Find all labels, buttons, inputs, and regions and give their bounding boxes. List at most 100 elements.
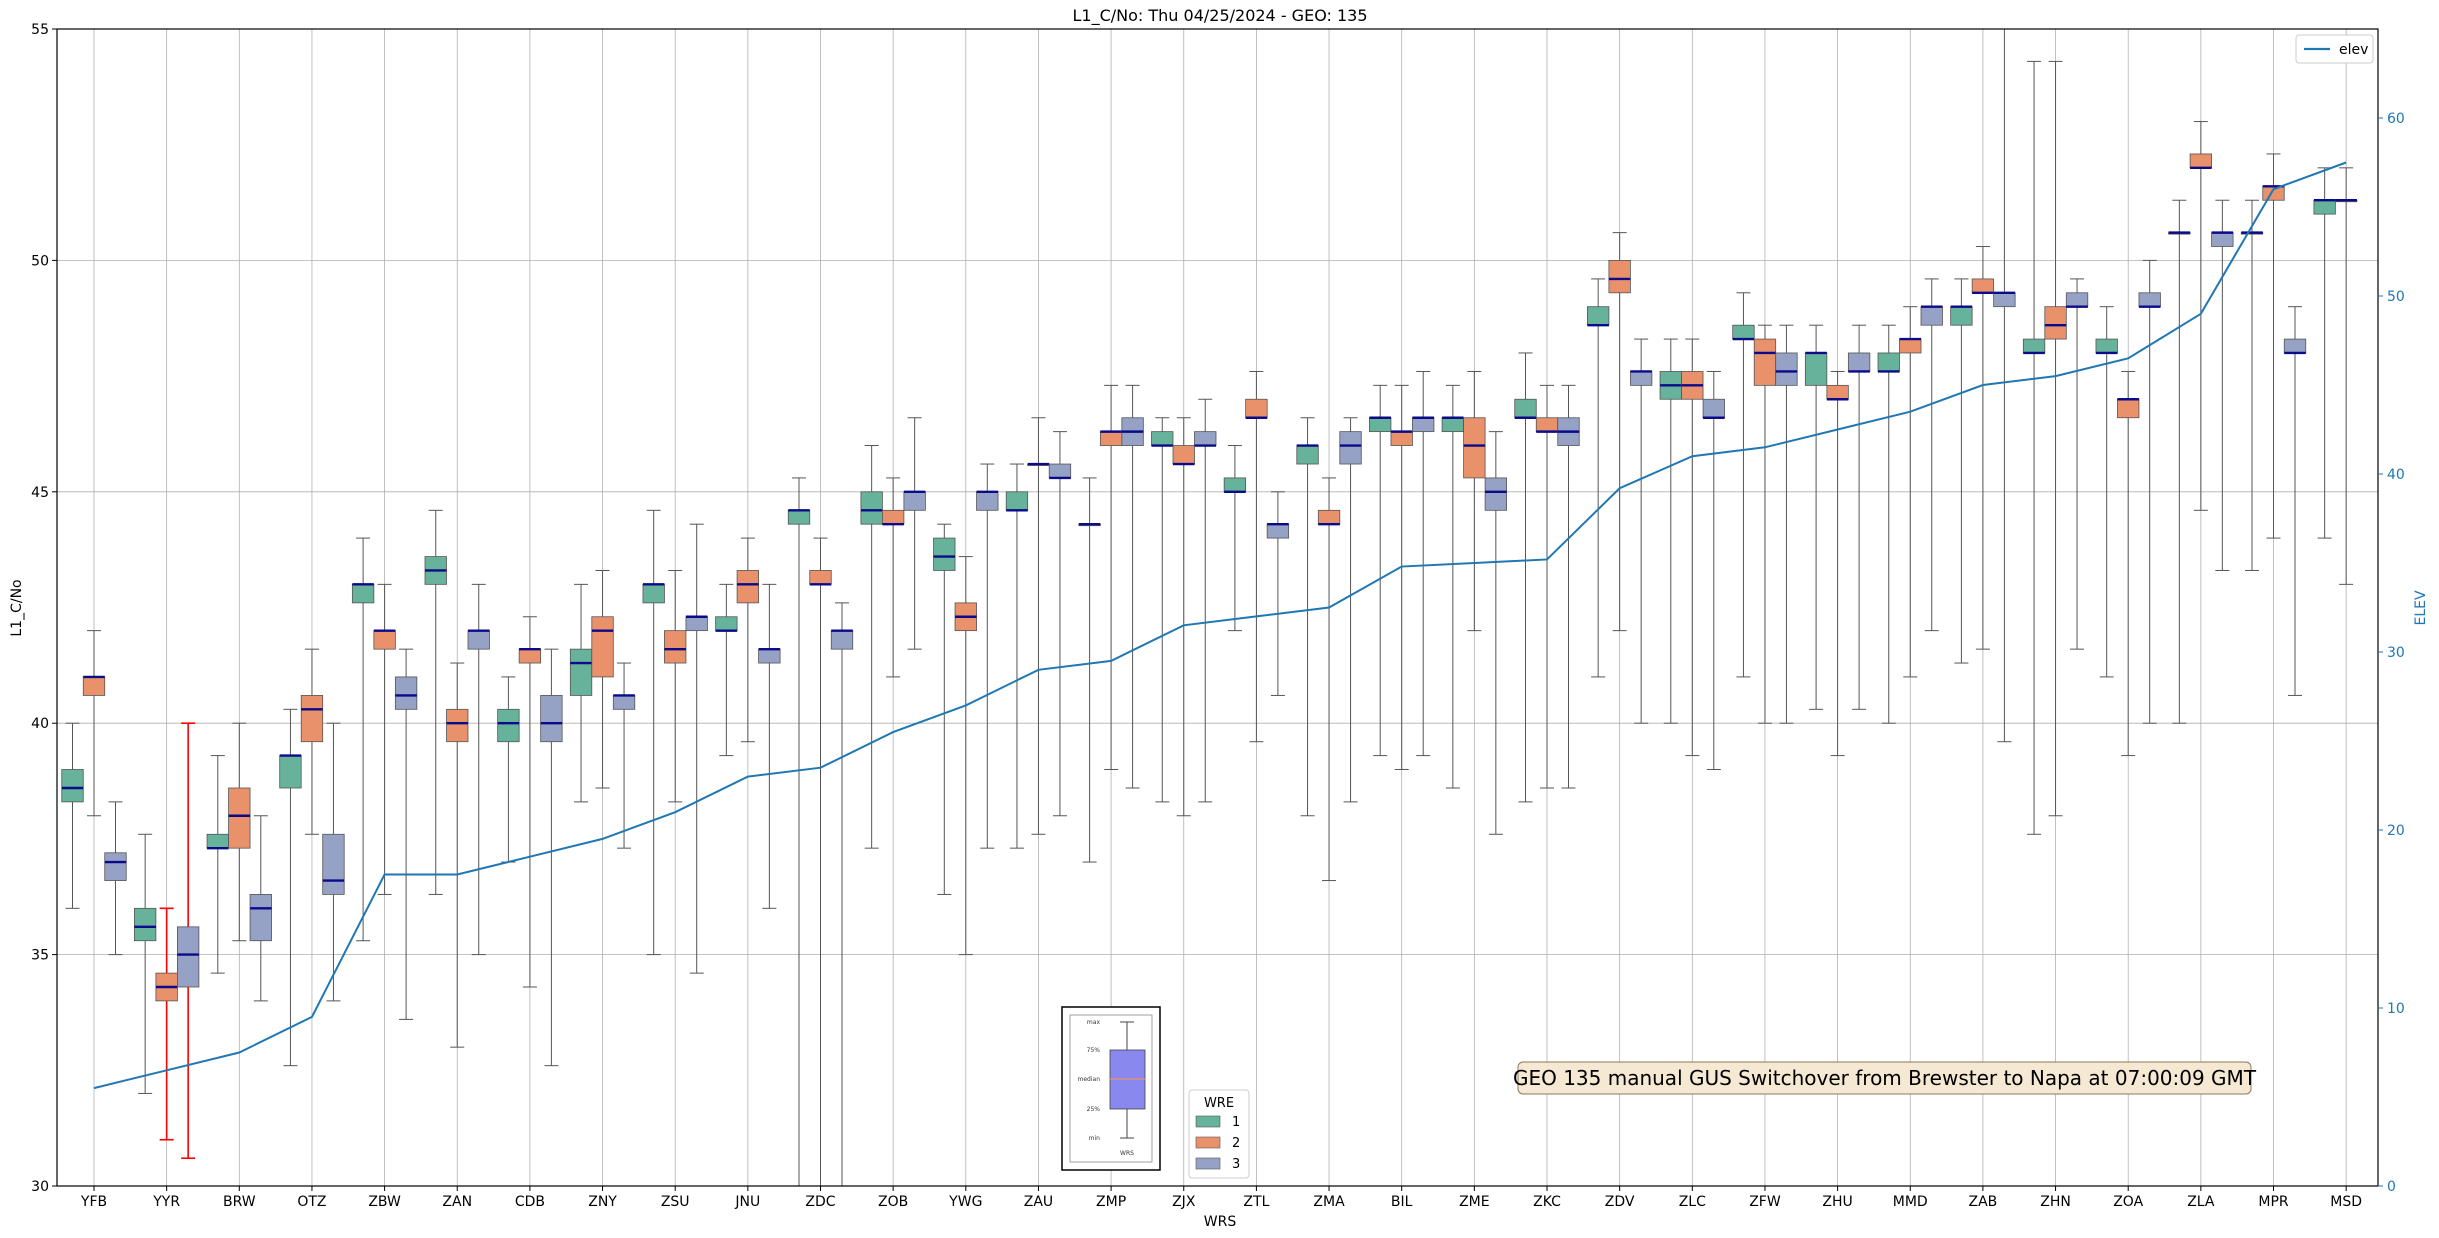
box-cat-9-wre-2 [736, 537, 759, 743]
box-iqr [830, 630, 854, 650]
box-cat-19-wre-2 [1463, 370, 1486, 632]
y-axis-right: 0 10 20 30 40 50 60 [2378, 111, 2405, 1195]
x-tick-label: ZAN [442, 1194, 472, 1210]
y-right-tick-label: 10 [2387, 1001, 2405, 1017]
wre-legend-swatch-2 [1195, 1136, 1221, 1149]
box-cat-23-wre-2 [1753, 324, 1777, 724]
box-iqr [715, 616, 738, 632]
box-cat-22-wre-1 [1659, 338, 1682, 724]
box-iqr [1151, 431, 1174, 446]
box-iqr [249, 894, 272, 942]
box-cat-21-wre-1 [1587, 278, 1610, 678]
box-iqr [809, 570, 832, 585]
box-iqr [2065, 292, 2089, 308]
wre-legend-swatch-3 [1195, 1157, 1221, 1170]
wre-legend-label-3: 3 [1232, 1157, 1240, 1172]
box-iqr [1847, 352, 1871, 372]
box-iqr [1245, 398, 1268, 419]
box-cat-21-wre-3 [1630, 338, 1653, 724]
plot-frame [56, 28, 2379, 1187]
box-iqr [2095, 338, 2118, 354]
box-cat-7-wre-1 [569, 583, 593, 803]
elev-line [93, 161, 2347, 1090]
box-cat-4-wre-3 [394, 648, 418, 1020]
box-cat-17-wre-3 [1339, 417, 1362, 803]
box-iqr [61, 769, 84, 803]
x-tick-label: BIL [1391, 1194, 1413, 1210]
box-cat-14-wre-3 [1121, 384, 1144, 789]
box-cat-2-wre-1 [206, 755, 229, 974]
box-cat-23-wre-3 [1775, 324, 1798, 724]
box-cat-13-wre-1 [1005, 463, 1029, 849]
box-cat-25-wre-1 [1877, 324, 1900, 724]
box-iqr [2283, 338, 2307, 354]
box-cat-29-wre-2 [2189, 121, 2213, 511]
wre-legend-label-2: 2 [1232, 1136, 1240, 1151]
box-cat-11-wre-1 [860, 445, 883, 849]
box-cat-16-wre-1 [1223, 445, 1247, 632]
y-right-tick-label: 20 [2387, 823, 2405, 839]
box-cat-11-wre-3 [903, 417, 926, 650]
box-cat-29-wre-3 [2211, 199, 2234, 571]
box-cat-5-wre-3 [467, 583, 490, 956]
box-iqr [642, 583, 665, 604]
box-iqr [1317, 509, 1341, 525]
box-iqr [446, 708, 469, 743]
box-iqr [1369, 417, 1392, 433]
box-cat-27-wre-2 [2044, 60, 2067, 817]
x-tick-label: CDB [515, 1194, 545, 1210]
box-cat-1-wre-3 [176, 722, 200, 1160]
box-cat-15-wre-2 [1172, 417, 1195, 817]
box-cat-23-wre-1 [1732, 292, 1755, 678]
box-iqr [1172, 445, 1195, 465]
box-cat-20-wre-1 [1514, 352, 1537, 803]
box-cat-9-wre-3 [758, 583, 781, 909]
box-iqr [1463, 417, 1486, 479]
y-right-tick-label: 40 [2387, 467, 2405, 483]
inset-label-q3: 75% [1087, 1047, 1101, 1054]
box-iqr [394, 676, 418, 710]
box-cat-11-wre-2 [882, 477, 905, 678]
y-right-tick-label: 50 [2387, 289, 2405, 305]
x-tick-label: ZHU [1822, 1194, 1852, 1210]
box-cat-30-wre-2 [2262, 153, 2285, 539]
box-cat-30-wre-3 [2283, 306, 2307, 696]
box-iqr [612, 695, 636, 710]
box-cat-6-wre-3 [540, 648, 563, 1067]
box-iqr [1266, 523, 1290, 539]
box-cat-29-wre-1 [2168, 199, 2191, 724]
box-cat-27-wre-3 [2065, 278, 2089, 650]
inset-label-median: median [1078, 1076, 1101, 1083]
box-cat-22-wre-2 [1681, 338, 1704, 757]
box-plots [61, 29, 2358, 1186]
box-iqr [279, 755, 302, 789]
box-iqr [1535, 417, 1559, 433]
x-tick-label: ZOA [2113, 1194, 2143, 1210]
box-iqr [373, 630, 396, 650]
box-cat-14-wre-1 [1078, 477, 1101, 863]
y-tick-label: 50 [31, 253, 49, 269]
box-iqr [1920, 306, 1943, 326]
wre-legend: WRE 1 2 3 [1188, 1089, 1250, 1179]
y-tick-label: 55 [31, 22, 49, 38]
x-tick-label: ZME [1459, 1194, 1490, 1210]
box-cat-4-wre-1 [351, 537, 375, 942]
box-iqr [497, 708, 520, 743]
box-iqr [228, 787, 251, 849]
box-cat-17-wre-2 [1317, 477, 1341, 882]
box-cat-0-wre-2 [82, 630, 106, 817]
box-cat-16-wre-2 [1245, 370, 1268, 743]
box-cat-12-wre-1 [933, 523, 956, 895]
box-iqr [1587, 306, 1610, 326]
box-iqr [133, 907, 157, 942]
y-tick-label: 40 [31, 716, 49, 732]
y-tick-label: 30 [31, 1179, 49, 1195]
box-cat-27-wre-1 [2022, 60, 2046, 835]
box-cat-4-wre-2 [373, 583, 396, 895]
y-right-tick-label: 0 [2387, 1179, 2396, 1195]
wre-legend-title: WRE [1204, 1096, 1234, 1111]
box-cat-8-wre-1 [642, 509, 665, 956]
box-cat-24-wre-3 [1847, 324, 1871, 710]
box-cat-7-wre-3 [612, 662, 636, 849]
x-tick-label: ZKC [1533, 1194, 1561, 1210]
